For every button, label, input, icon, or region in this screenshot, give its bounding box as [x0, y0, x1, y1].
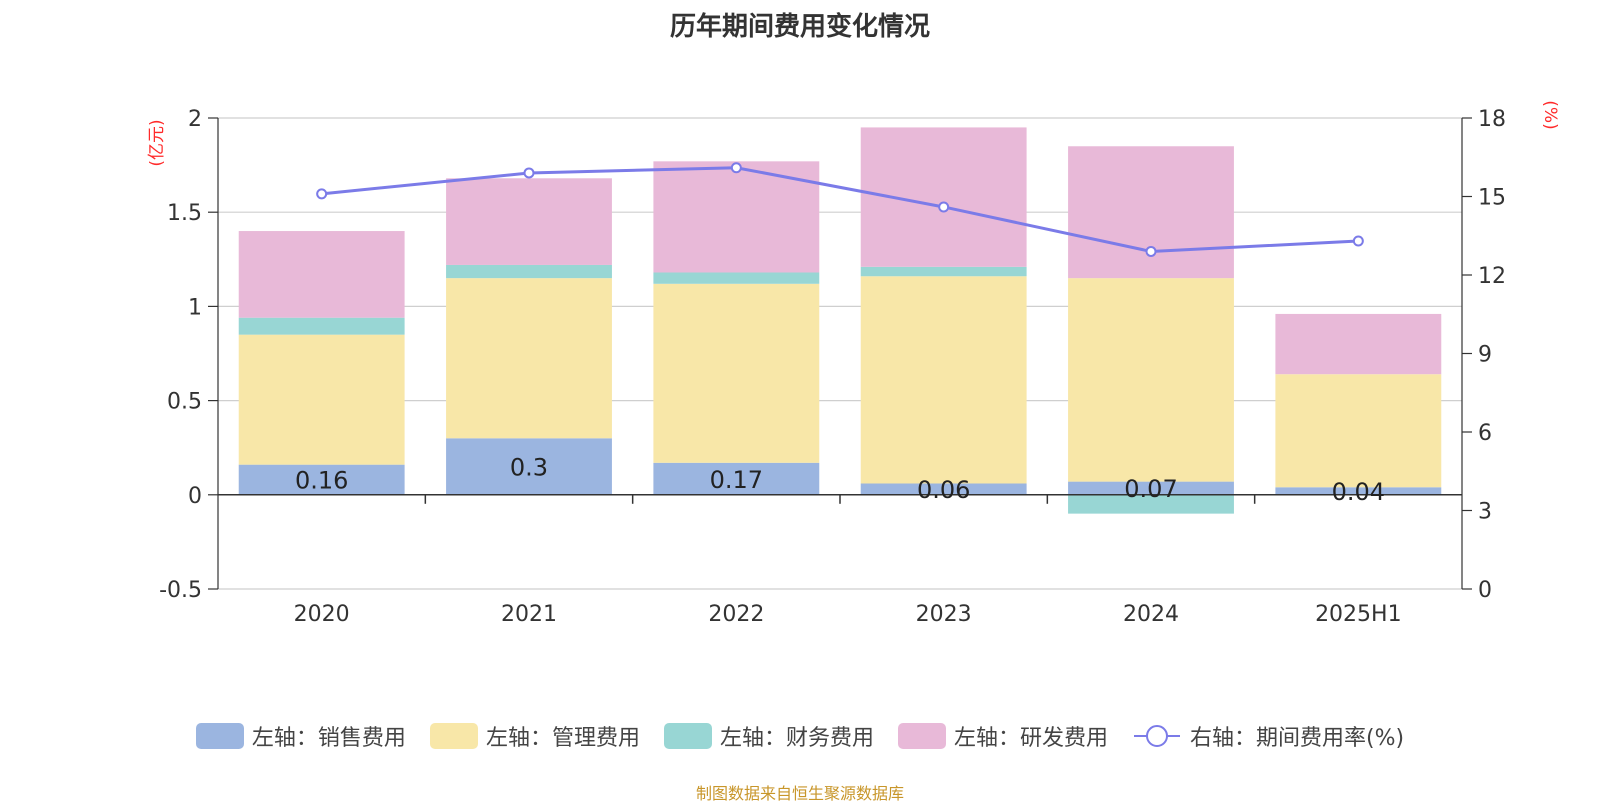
bar-segment [1275, 487, 1442, 495]
expense-ratio-point [730, 162, 742, 174]
bar-segment [238, 464, 405, 495]
category-label: 2023 [916, 602, 972, 627]
bar-data-label: 0.17 [710, 466, 763, 494]
right-axis-tick-label: 9 [1478, 343, 1492, 368]
legend-label-finance: 左轴：财务费用 [719, 726, 874, 751]
legend-item-admin[interactable]: 左轴：管理费用 [429, 720, 640, 752]
bar-segment [860, 483, 1027, 495]
legend-swatch-admin [429, 723, 478, 749]
bar-segment [653, 161, 820, 273]
bar-segment [653, 283, 820, 463]
right-axis-tick-label: 3 [1478, 500, 1492, 525]
bar-segment [653, 272, 820, 284]
category-label: 2022 [708, 602, 764, 627]
right-axis-tick-label: 6 [1478, 421, 1492, 446]
expense-ratio-point [938, 201, 950, 213]
bar-segment [238, 317, 405, 335]
bar-segment [1275, 313, 1442, 375]
chart-title: 历年期间费用变化情况 [669, 12, 930, 42]
bar-data-label: 0.07 [1124, 475, 1177, 503]
legend-label-rd: 左轴：研发费用 [953, 726, 1108, 751]
left-axis-tick-label: 0 [188, 484, 202, 509]
bar-data-label: 0.16 [295, 467, 348, 495]
legend-item-sales[interactable]: 左轴：销售费用 [195, 720, 406, 752]
legend-swatch-finance [663, 723, 712, 749]
expense-ratio-point [1352, 235, 1364, 247]
left-axis-tick-label: 1 [188, 295, 202, 320]
legend-label-expense-ratio: 右轴：期间费用率(%) [1189, 726, 1405, 751]
left-axis-tick-label: 1.5 [167, 201, 202, 226]
category-label: 2025H1 [1315, 602, 1402, 627]
bar-segment [1068, 494, 1234, 514]
bar-data-label: 0.06 [917, 476, 970, 504]
bar-segment [446, 264, 612, 279]
expense-ratio-point [316, 188, 328, 200]
bar-segment [1275, 374, 1442, 488]
right-axis-tick-label: 12 [1478, 264, 1506, 289]
legend-item-expense-ratio[interactable]: 右轴：期间费用率(%) [1132, 720, 1404, 752]
bar-segment [446, 278, 612, 439]
expense-ratio-point [1145, 245, 1157, 257]
legend-item-rd[interactable]: 左轴：研发费用 [897, 720, 1108, 752]
source-note: 制图数据来自恒生聚源数据库 [695, 784, 904, 803]
left-axis-tick-label: -0.5 [159, 578, 202, 603]
category-label: 2020 [294, 602, 350, 627]
category-label: 2024 [1123, 602, 1179, 627]
bar-segment [238, 334, 405, 465]
legend-item-finance[interactable]: 左轴：财务费用 [663, 720, 874, 752]
legend-label-sales: 左轴：销售费用 [251, 726, 406, 751]
bar-data-label: 0.04 [1332, 478, 1385, 506]
bar-data-label: 0.3 [510, 454, 548, 482]
bar-segment [1068, 481, 1234, 495]
bar-segment [860, 266, 1027, 277]
bar-segment [238, 231, 405, 318]
chart-legend: 左轴：销售费用 左轴：管理费用 左轴：财务费用 左轴：研发费用 右轴：期间费用率… [0, 720, 1600, 752]
legend-swatch-sales [195, 723, 244, 749]
category-label: 2021 [501, 602, 557, 627]
bar-segment [860, 276, 1027, 484]
bar-segment [446, 178, 612, 265]
legend-label-admin: 左轴：管理费用 [485, 726, 640, 751]
right-axis-tick-label: 18 [1478, 107, 1506, 132]
legend-line-marker-icon [1133, 725, 1180, 747]
right-axis-unit-label: (%) [1540, 100, 1560, 129]
bar-segment [1068, 278, 1234, 482]
left-axis-unit-label: (亿元) [147, 119, 167, 166]
expense-ratio-line [321, 166, 1359, 253]
expense-ratio-point [523, 167, 535, 179]
bar-segment [446, 438, 612, 495]
left-axis-tick-label: 0.5 [167, 390, 202, 415]
left-axis-tick-label: 2 [188, 107, 202, 132]
right-axis-tick-label: 15 [1478, 186, 1506, 211]
right-axis-tick-label: 0 [1478, 578, 1492, 603]
bar-segment [653, 462, 820, 495]
legend-swatch-rd [897, 723, 946, 749]
bar-segment [1068, 146, 1234, 279]
